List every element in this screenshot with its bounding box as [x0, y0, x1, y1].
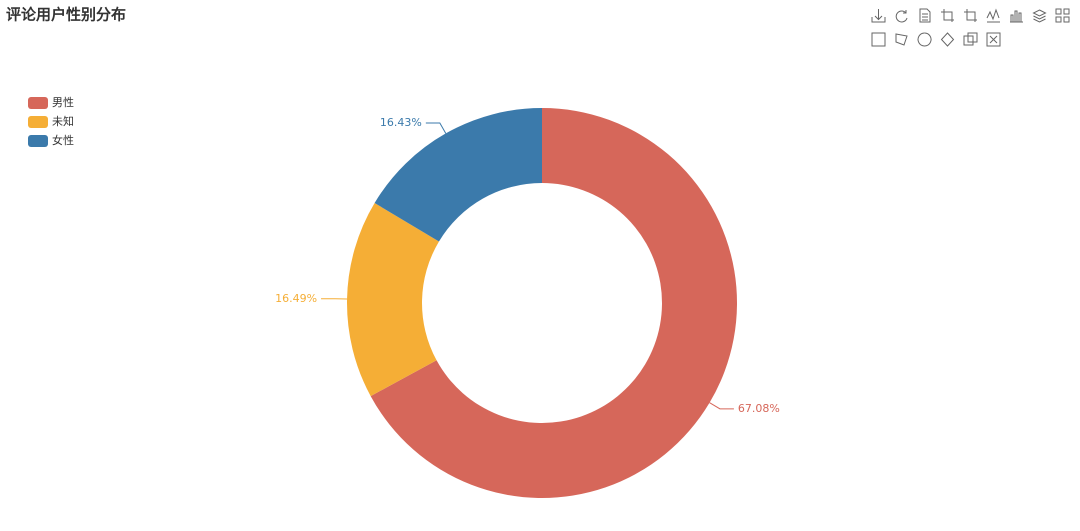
legend-swatch[interactable]	[28, 135, 48, 147]
toolbox-icon[interactable]	[940, 32, 955, 47]
toolbox-icon[interactable]	[963, 32, 978, 46]
label-line	[709, 402, 734, 410]
toolbox-icon[interactable]	[986, 32, 1001, 47]
chart-title: 评论用户性别分布	[6, 6, 126, 24]
toolbox-icon[interactable]	[964, 9, 977, 22]
toolbox	[871, 8, 1070, 47]
toolbox-icon[interactable]	[871, 9, 886, 23]
data-label: 16.43%	[380, 116, 422, 129]
pie-slice[interactable]	[347, 202, 439, 397]
pie-slice[interactable]	[374, 107, 542, 242]
data-label: 16.49%	[275, 292, 317, 305]
toolbox-icon[interactable]	[895, 33, 908, 46]
toolbox-icon[interactable]	[941, 9, 954, 22]
legend-swatch[interactable]	[28, 116, 48, 128]
legend-label[interactable]: 女性	[52, 133, 74, 147]
toolbox-icon[interactable]	[895, 10, 908, 23]
pie-slice[interactable]	[370, 108, 737, 498]
toolbox-icon[interactable]	[1032, 9, 1047, 23]
toolbox-icon[interactable]	[1010, 10, 1023, 23]
legend-label[interactable]: 男性	[52, 95, 74, 109]
legend-label[interactable]: 未知	[52, 114, 74, 128]
toolbox-icon[interactable]	[986, 8, 1000, 23]
toolbox-icon[interactable]	[1055, 8, 1070, 23]
toolbox-icon[interactable]	[917, 32, 932, 47]
toolbox-icon[interactable]	[919, 8, 931, 23]
legend-swatch[interactable]	[28, 97, 48, 109]
toolbox-icon[interactable]	[871, 32, 886, 47]
data-label: 67.08%	[738, 402, 780, 415]
label-line	[425, 122, 447, 134]
